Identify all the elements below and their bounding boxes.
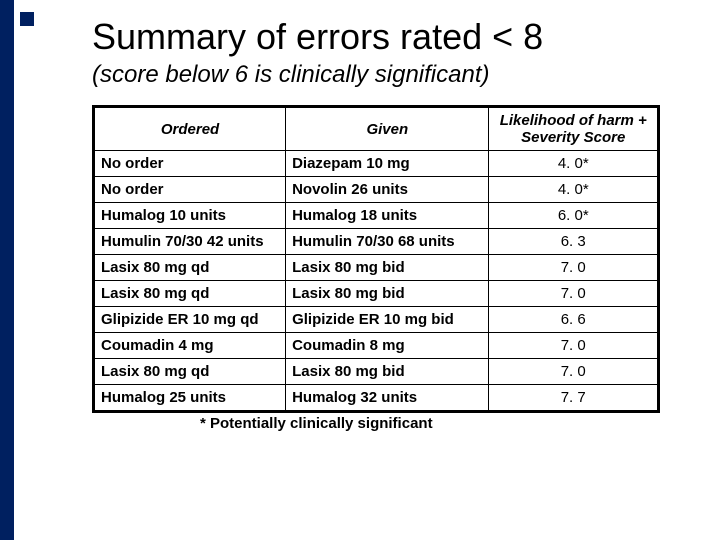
cell-score: 4. 0* xyxy=(489,151,659,177)
cell-given: Glipizide ER 10 mg bid xyxy=(286,307,489,333)
cell-ordered: Lasix 80 mg qd xyxy=(94,359,286,385)
table-row: Humulin 70/30 42 units Humulin 70/30 68 … xyxy=(94,229,659,255)
cell-score: 6. 0* xyxy=(489,203,659,229)
page-title: Summary of errors rated < 8 xyxy=(92,16,680,57)
cell-score: 7. 0 xyxy=(489,281,659,307)
cell-given: Lasix 80 mg bid xyxy=(286,255,489,281)
cell-score: 7. 0 xyxy=(489,333,659,359)
cell-ordered: Lasix 80 mg qd xyxy=(94,255,286,281)
table-row: Glipizide ER 10 mg qd Glipizide ER 10 mg… xyxy=(94,307,659,333)
cell-given: Coumadin 8 mg xyxy=(286,333,489,359)
cell-given: Lasix 80 mg bid xyxy=(286,359,489,385)
table-row: Lasix 80 mg qd Lasix 80 mg bid 7. 0 xyxy=(94,281,659,307)
table-row: Coumadin 4 mg Coumadin 8 mg 7. 0 xyxy=(94,333,659,359)
table-header-row: Ordered Given Likelihood of harm + Sever… xyxy=(94,107,659,151)
accent-bar xyxy=(0,0,14,540)
cell-score: 6. 3 xyxy=(489,229,659,255)
cell-given: Diazepam 10 mg xyxy=(286,151,489,177)
footnote: * Potentially clinically significant xyxy=(200,415,680,432)
cell-ordered: Lasix 80 mg qd xyxy=(94,281,286,307)
col-header-score: Likelihood of harm + Severity Score xyxy=(489,107,659,151)
table-row: Humalog 10 units Humalog 18 units 6. 0* xyxy=(94,203,659,229)
cell-score: 4. 0* xyxy=(489,177,659,203)
col-header-given: Given xyxy=(286,107,489,151)
errors-table-container: Ordered Given Likelihood of harm + Sever… xyxy=(92,105,660,413)
table-row: Lasix 80 mg qd Lasix 80 mg bid 7. 0 xyxy=(94,359,659,385)
cell-given: Lasix 80 mg bid xyxy=(286,281,489,307)
table-row: Lasix 80 mg qd Lasix 80 mg bid 7. 0 xyxy=(94,255,659,281)
errors-table: Ordered Given Likelihood of harm + Sever… xyxy=(92,105,660,413)
cell-ordered: Humulin 70/30 42 units xyxy=(94,229,286,255)
cell-ordered: Glipizide ER 10 mg qd xyxy=(94,307,286,333)
table-row: Humalog 25 units Humalog 32 units 7. 7 xyxy=(94,385,659,412)
cell-score: 7. 0 xyxy=(489,359,659,385)
col-header-ordered: Ordered xyxy=(94,107,286,151)
cell-ordered: No order xyxy=(94,151,286,177)
cell-score: 7. 7 xyxy=(489,385,659,412)
cell-given: Novolin 26 units xyxy=(286,177,489,203)
cell-given: Humalog 18 units xyxy=(286,203,489,229)
cell-ordered: No order xyxy=(94,177,286,203)
cell-ordered: Humalog 25 units xyxy=(94,385,286,412)
cell-ordered: Coumadin 4 mg xyxy=(94,333,286,359)
page-subtitle: (score below 6 is clinically significant… xyxy=(92,61,680,89)
cell-given: Humulin 70/30 68 units xyxy=(286,229,489,255)
slide: Summary of errors rated < 8 (score below… xyxy=(0,0,720,540)
cell-given: Humalog 32 units xyxy=(286,385,489,412)
accent-square-icon xyxy=(20,12,34,26)
table-row: No order Novolin 26 units 4. 0* xyxy=(94,177,659,203)
table-row: No order Diazepam 10 mg 4. 0* xyxy=(94,151,659,177)
cell-score: 6. 6 xyxy=(489,307,659,333)
cell-score: 7. 0 xyxy=(489,255,659,281)
cell-ordered: Humalog 10 units xyxy=(94,203,286,229)
